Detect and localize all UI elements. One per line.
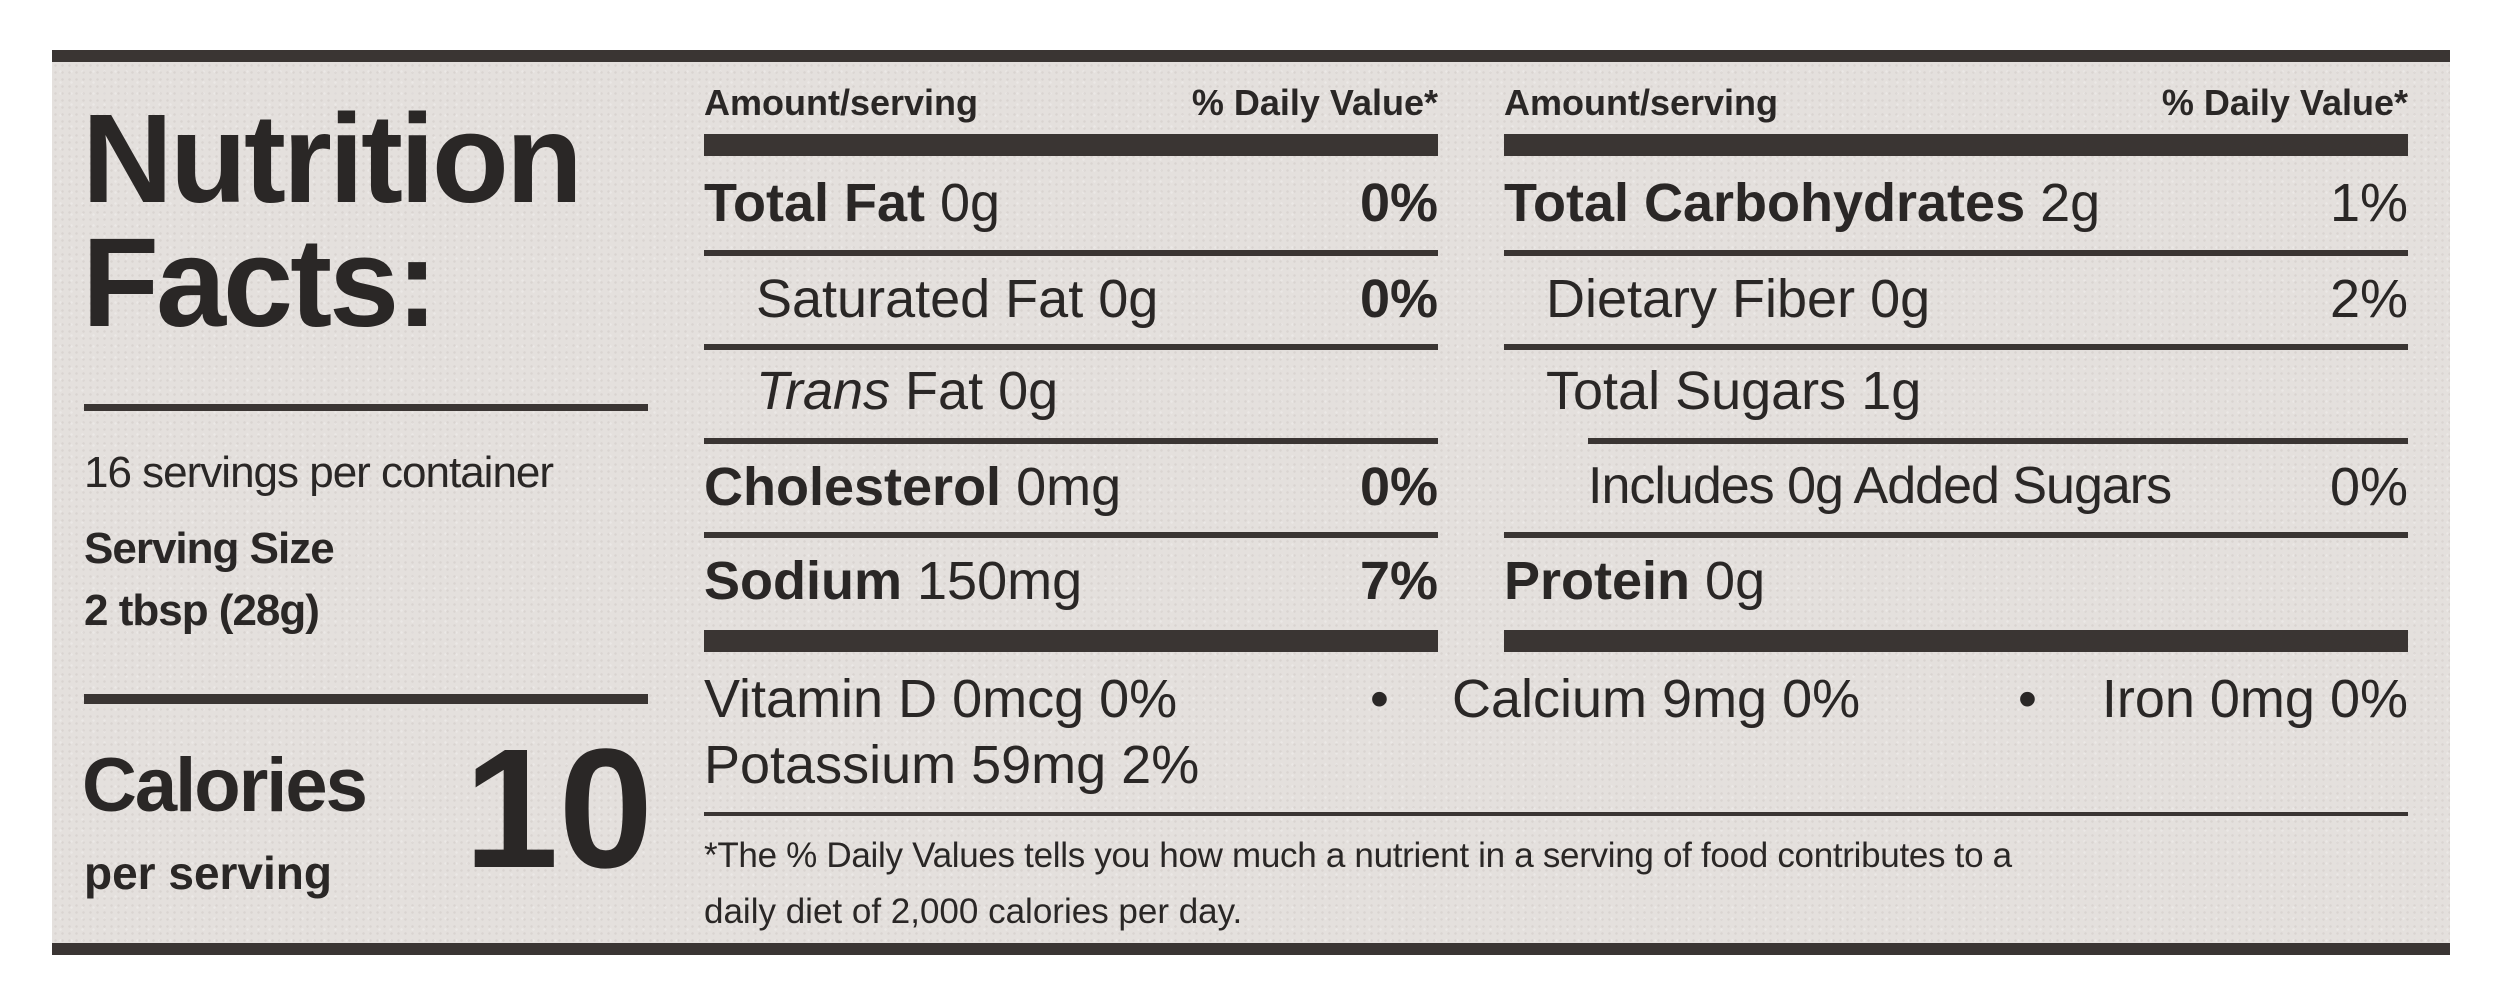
dv-saturated-fat: 0% [1359,269,1438,329]
header-amount: Amount/serving [704,82,979,123]
calcium: Calcium 9mg 0% [1452,669,1861,729]
dv-total-carbohydrates: 1% [2329,173,2408,233]
header-amount: Amount/serving [1504,82,1779,123]
nutrient-cholesterol: Cholesterol 0mg [704,457,1122,517]
divider [1504,134,2408,156]
divider [1504,532,2408,538]
serving-size-label: Serving Size [84,524,335,573]
nutrient-added-sugars: Includes 0g Added Sugars [1588,457,2172,515]
bullet-separator: • [2018,669,2037,729]
divider [704,344,1438,350]
footnote-line-1: *The % Daily Values tells you how much a… [704,836,2012,875]
divider [704,812,2408,816]
dv-added-sugars: 0% [2329,457,2408,517]
bullet-separator: • [1370,669,1389,729]
divider [704,630,1438,652]
divider [704,134,1438,156]
divider [704,532,1438,538]
nutrient-total-carbohydrates: Total Carbohydrates 2g [1504,173,2101,233]
nutrient-total-fat: Total Fat 0g [704,173,1001,233]
divider [1588,438,2408,444]
nutrient-protein: Protein 0g [1504,551,1766,611]
nutrient-trans-fat: Trans Fat 0g [756,361,1059,421]
header-daily-value: % Daily Value* [2161,82,2408,123]
nutrition-facts-label: Nutrition Facts: 16 servings per contain… [52,50,2450,955]
header-daily-value: % Daily Value* [1191,82,1438,123]
divider [1504,250,2408,256]
divider [1504,344,2408,350]
dv-cholesterol: 0% [1359,457,1438,517]
nutrient-sodium: Sodium 150mg [704,551,1083,611]
serving-size-value: 2 tbsp (28g) [84,586,320,635]
calories-sublabel: per serving [84,847,332,899]
servings-per-container: 16 servings per container [84,448,554,497]
divider [84,694,648,704]
title-line-2: Facts: [82,212,438,353]
nutrient-total-sugars: Total Sugars 1g [1546,361,1922,421]
title-line-1: Nutrition [82,88,583,229]
vitamin-d: Vitamin D 0mcg 0% [704,669,1178,729]
nutrient-saturated-fat: Saturated Fat 0g [756,269,1159,329]
dv-total-fat: 0% [1359,173,1438,233]
calories-value: 10 [464,714,654,904]
divider [1504,630,2408,652]
dv-dietary-fiber: 2% [2329,269,2408,329]
iron: Iron 0mg 0% [2101,669,2408,729]
potassium: Potassium 59mg 2% [704,735,1200,795]
nutrient-dietary-fiber: Dietary Fiber 0g [1546,269,1931,329]
dv-sodium: 7% [1359,551,1438,611]
divider [704,250,1438,256]
calories-label: Calories [82,743,368,828]
divider [704,438,1438,444]
divider [84,404,648,411]
footnote-line-2: daily diet of 2,000 calories per day. [704,892,1243,931]
